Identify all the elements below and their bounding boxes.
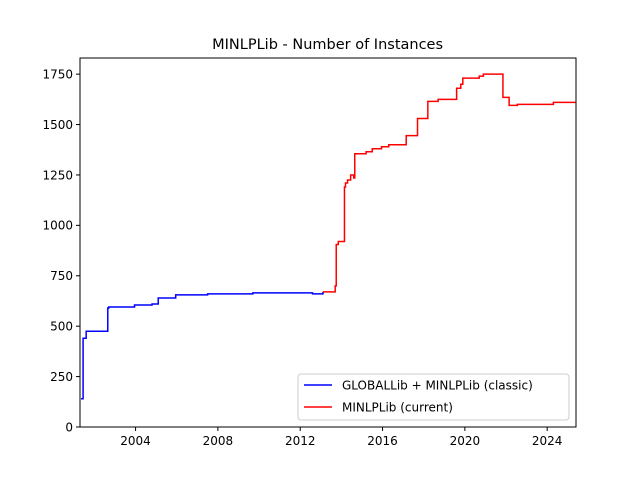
plot-area [79,57,577,428]
y-tick-label: 0 [65,420,73,434]
x-tick-label: 2004 [120,434,151,448]
series-line-2 [322,73,576,293]
chart-title: MINLPLib - Number of Instances [212,37,443,53]
plot-frame [79,57,577,428]
y-axis: 0 250 500 750 1000 1250 1500 1750 [42,67,80,434]
legend-box [297,373,570,421]
legend-label-1: GLOBALLib + MINLPLib (classic) [342,378,533,392]
y-tick-label: 1500 [42,118,73,132]
x-tick-label: 2020 [450,434,481,448]
y-tick-label: 1250 [42,168,73,182]
y-tick-label: 1000 [42,219,73,233]
x-axis: 2004 2008 2012 2016 2020 2024 [120,427,562,448]
y-tick-label: 500 [50,319,73,333]
legend: GLOBALLib + MINLPLib (classic) MINLPLib (… [297,373,570,421]
y-tick-label: 1750 [42,67,73,81]
legend-label-2: MINLPLib (current) [342,400,453,414]
x-tick-label: 2012 [285,434,316,448]
x-tick-label: 2016 [367,434,398,448]
y-tick-label: 750 [50,269,73,283]
x-tick-label: 2024 [532,434,563,448]
y-tick-label: 250 [50,370,73,384]
x-tick-label: 2008 [203,434,234,448]
series-line-1 [81,292,324,400]
